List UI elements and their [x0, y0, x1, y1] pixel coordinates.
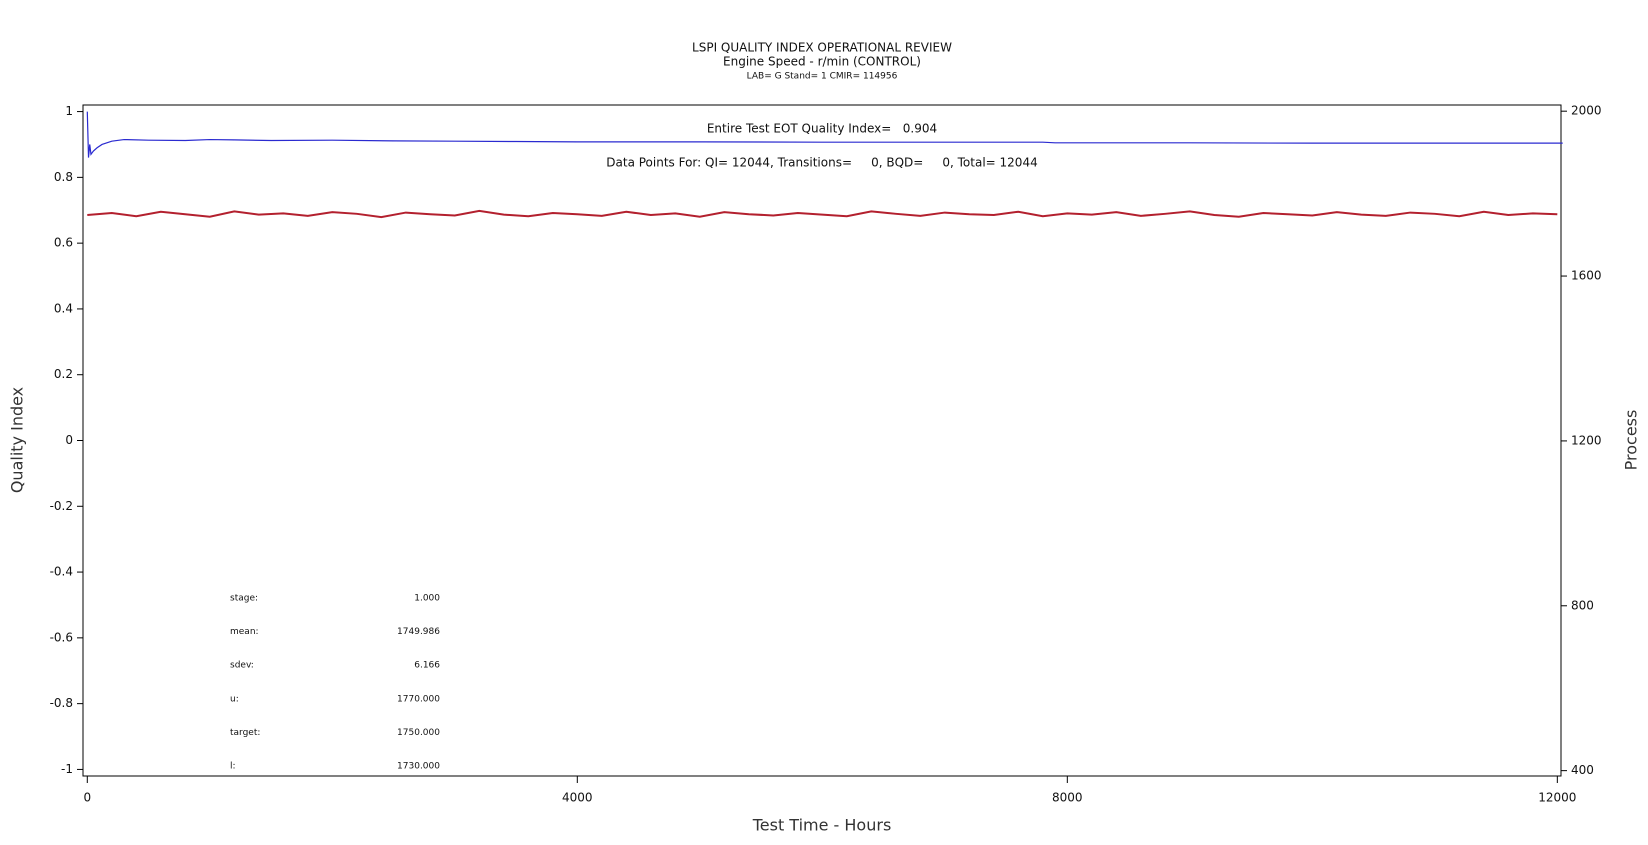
x-tick-label: 12000	[1538, 791, 1576, 805]
y-tick-label: 1	[65, 104, 73, 118]
stat-label: target:	[230, 728, 260, 738]
y-tick-label: 0.2	[54, 367, 73, 381]
stat-label: mean:	[230, 627, 259, 637]
data-line	[86, 111, 1563, 158]
chart-title: LSPI QUALITY INDEX OPERATIONAL REVIEW	[692, 41, 952, 55]
y2-tick-label: 800	[1571, 598, 1594, 612]
y-axis-title: Quality Index	[8, 387, 27, 493]
chart-caption: LAB= G Stand= 1 CMIR= 114956	[747, 72, 898, 82]
annotation: Data Points For: QI= 12044, Transitions=…	[606, 156, 1037, 170]
stat-label: stage:	[230, 594, 258, 604]
y-tick-label: -0.8	[50, 696, 73, 710]
stat-value: 1750.000	[397, 728, 440, 738]
y-tick-label: 0	[65, 433, 73, 447]
stat-value: 1770.000	[397, 694, 440, 704]
y2-tick-label: 1200	[1571, 433, 1602, 447]
y2-tick-label: 1600	[1571, 269, 1602, 283]
plot-frame	[82, 104, 1562, 777]
y-tick-label: -0.4	[50, 565, 73, 579]
stat-label: sdev:	[230, 661, 254, 671]
stat-value: 6.166	[414, 661, 440, 671]
stat-value: 1.000	[414, 594, 440, 604]
y2-axis-title: Process	[1622, 410, 1641, 471]
stat-value: 1749.986	[397, 627, 440, 637]
stat-label: l:	[230, 762, 236, 772]
y-tick-label: 0.6	[54, 236, 73, 250]
y-tick-label: -1	[61, 762, 73, 776]
x-tick-label: 0	[83, 791, 91, 805]
y-tick-label: 0.4	[54, 301, 73, 315]
x-tick-label: 8000	[1052, 791, 1083, 805]
y2-tick-label: 400	[1571, 763, 1594, 777]
y-tick-label: -0.2	[50, 499, 73, 513]
stat-value: 1730.000	[397, 762, 440, 772]
chart-subtitle: Engine Speed - r/min (CONTROL)	[723, 55, 921, 69]
x-tick-label: 4000	[562, 791, 593, 805]
stat-label: u:	[230, 694, 239, 704]
y-tick-label: -0.6	[50, 630, 73, 644]
annotation: Entire Test EOT Quality Index= 0.904	[707, 122, 937, 136]
y-tick-label: 0.8	[54, 170, 73, 184]
data-line	[87, 209, 1558, 219]
x-axis-title: Test Time - Hours	[752, 816, 892, 835]
y2-tick-label: 2000	[1571, 104, 1602, 118]
